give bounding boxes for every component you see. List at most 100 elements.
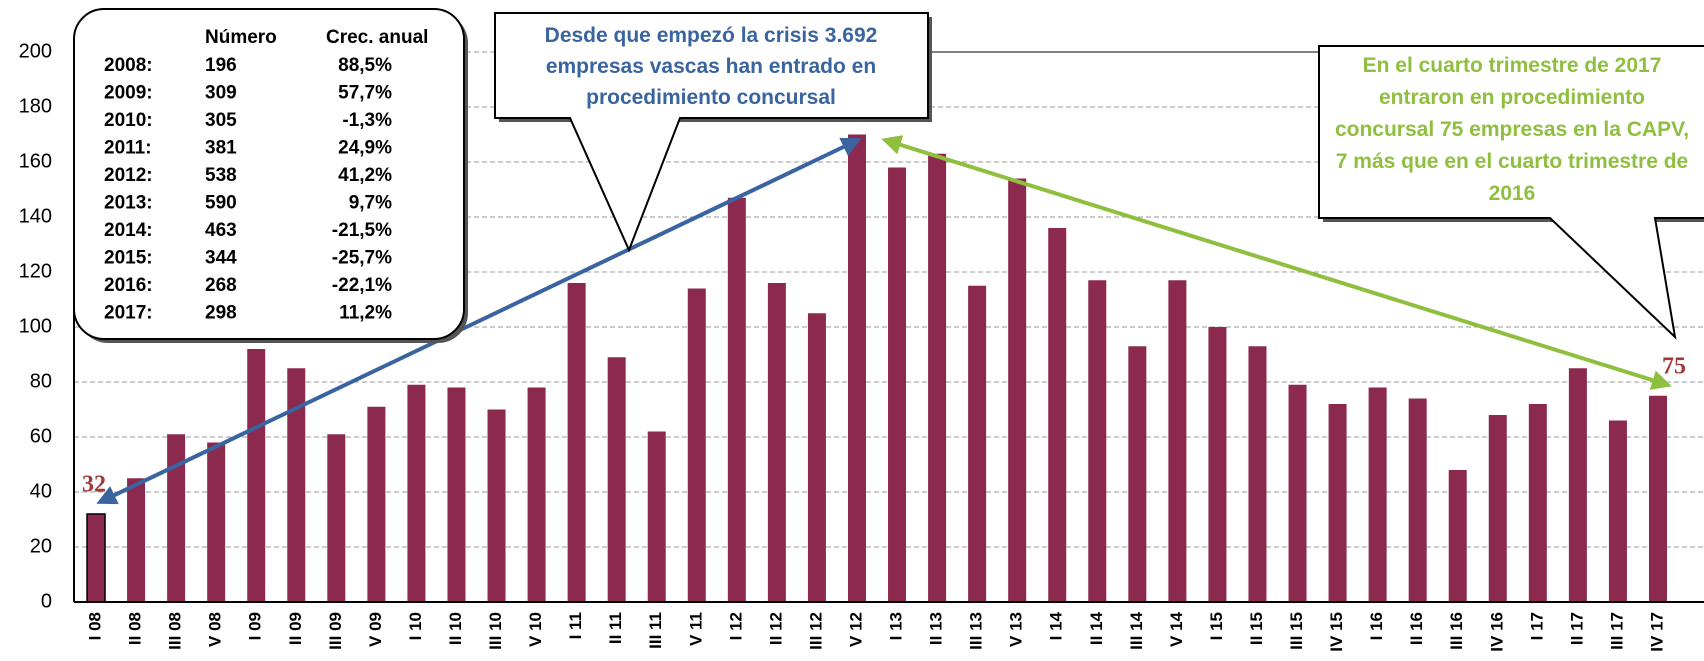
x-tick-label: I 10 [406, 612, 425, 640]
x-tick-label: III 17 [1607, 612, 1626, 650]
bar [367, 406, 386, 602]
green-arrow [881, 135, 1672, 390]
bar [1208, 327, 1227, 602]
table-cell: 538 [205, 165, 237, 186]
table-cell: 11,2% [339, 303, 392, 324]
table-box [73, 8, 465, 340]
bar [1488, 415, 1507, 602]
bar [1248, 346, 1267, 602]
y-tick-label: 80 [30, 370, 52, 392]
x-tick-label: II 13 [927, 612, 946, 645]
y-tick-label: 140 [19, 205, 52, 227]
bar [1608, 420, 1627, 602]
x-tick-label: II 11 [606, 612, 625, 644]
blue-callout [494, 12, 929, 253]
table-cell: -1,3% [342, 110, 392, 131]
x-tick-label: V 10 [526, 612, 545, 647]
bar [1048, 228, 1067, 602]
table-cell: 24,9% [338, 138, 392, 159]
table-cell: 88,5% [338, 55, 392, 76]
y-tick-label: 60 [30, 425, 52, 447]
bar [327, 434, 346, 602]
x-tick-label: I 11 [566, 612, 585, 639]
y-tick-label: 120 [19, 260, 52, 282]
x-tick-label: II 16 [1407, 612, 1426, 645]
x-tick-label: II 14 [1087, 611, 1106, 645]
y-tick-label: 160 [19, 150, 52, 172]
table-cell: 381 [205, 138, 237, 159]
table-cell: 41,2% [338, 165, 392, 186]
bar [1128, 346, 1147, 602]
bar [607, 357, 626, 602]
x-tick-label: V 08 [206, 612, 225, 647]
bar [1168, 280, 1187, 602]
x-tick-label: I 13 [887, 612, 906, 640]
bar [1528, 404, 1547, 602]
bar [407, 384, 426, 602]
x-tick-label: V 11 [686, 612, 705, 646]
bar [847, 134, 866, 602]
x-tick-label: III 08 [166, 612, 185, 650]
table-cell: 2012: [104, 165, 153, 186]
x-tick-label: V 09 [366, 612, 385, 647]
table-cell: 2010: [104, 110, 153, 131]
x-tick-label: I 16 [1367, 612, 1386, 640]
x-tick-label: I 08 [86, 612, 105, 640]
x-tick-label: III 14 [1127, 611, 1146, 649]
bar [567, 283, 586, 602]
x-tick-label: I 12 [726, 612, 745, 640]
table-cell: -21,5% [332, 220, 392, 241]
bar [1008, 178, 1027, 602]
table-header: Número [205, 27, 277, 48]
y-tick-label: 40 [30, 480, 52, 502]
y-tick-label: 200 [19, 40, 52, 62]
bar [687, 288, 706, 602]
bar [807, 313, 826, 602]
x-tick-label: V 14 [1167, 611, 1186, 647]
x-tick-label: V 12 [846, 612, 865, 647]
bar [1648, 395, 1667, 602]
table-header: Crec. anual [326, 27, 428, 48]
value-label: 32 [82, 472, 106, 498]
bar [167, 434, 186, 602]
bar [1288, 384, 1307, 602]
annotation: En el cuarto trimestre de 2017 entraron e… [1335, 54, 1689, 205]
x-tick-label: IV 17 [1647, 612, 1666, 652]
blue-arrow [96, 137, 862, 505]
table-cell: 2013: [104, 193, 153, 214]
y-tick-label: 0 [41, 590, 52, 612]
table-cell: 268 [205, 275, 237, 296]
x-tick-label: II 09 [286, 612, 305, 645]
x-tick-label: III 10 [486, 612, 505, 650]
bar [647, 431, 666, 602]
value-label: 75 [1662, 353, 1686, 379]
x-tick-label: III 15 [1287, 612, 1306, 650]
green-callout [1318, 45, 1704, 340]
x-tick-label: II 10 [446, 612, 465, 645]
bar [1368, 387, 1387, 602]
table-cell: 9,7% [349, 193, 392, 214]
bar [1328, 404, 1347, 602]
bar [207, 442, 226, 602]
grid: 0 20 40 60 80 100 120 140 160 180 200 [19, 40, 1704, 612]
bar [1448, 470, 1467, 602]
x-tick-label: III 11 [646, 612, 665, 649]
table-cell: 2015: [104, 248, 153, 269]
bar [968, 285, 987, 602]
x-tick-label: I 14 [1047, 611, 1066, 640]
table-cell: 2009: [104, 83, 153, 104]
bar [1568, 368, 1587, 602]
x-tick-label: II 17 [1567, 612, 1586, 645]
x-tick-label: III 09 [326, 612, 345, 650]
y-tick-label: 180 [19, 95, 52, 117]
bar [447, 387, 466, 602]
table-cell: -22,1% [332, 275, 392, 296]
x-tick-label: II 08 [126, 612, 145, 645]
table-cell: 309 [205, 83, 237, 104]
table-cell: 344 [205, 248, 237, 269]
table-cell: 2011: [104, 138, 152, 159]
table-cell: 2008: [104, 55, 153, 76]
x-tick-label: I 15 [1207, 612, 1226, 640]
bar [727, 197, 746, 602]
